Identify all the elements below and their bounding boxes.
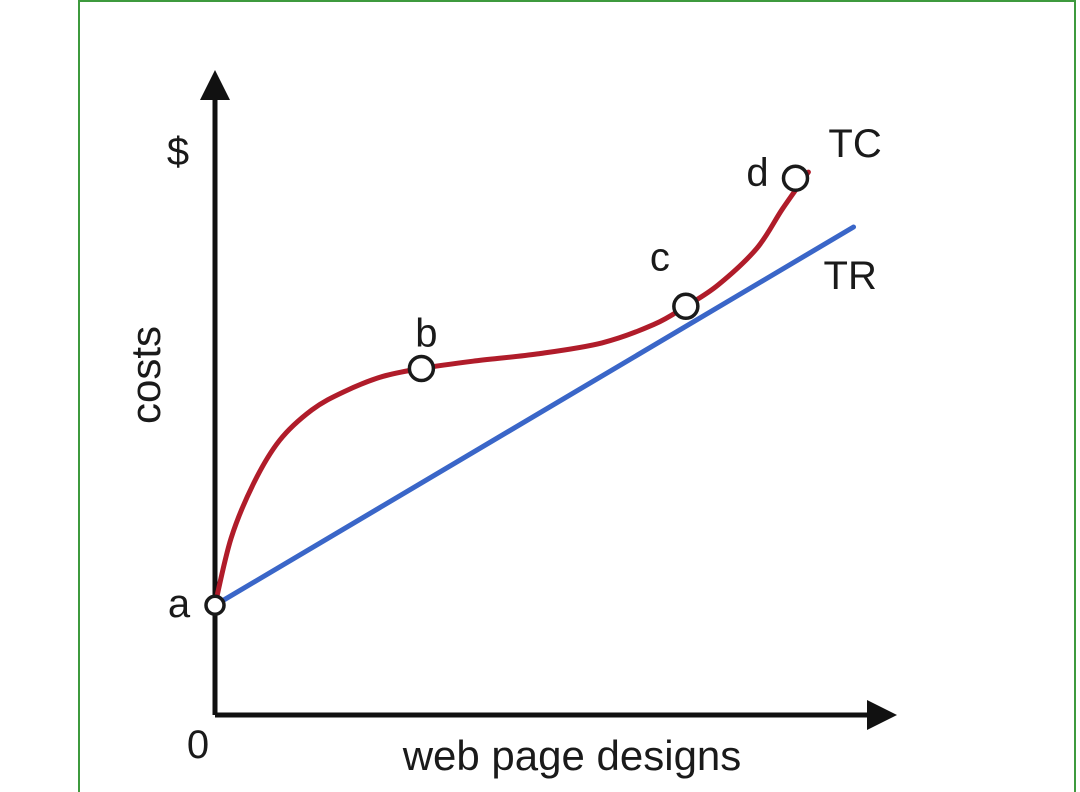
- point-label-d: d: [746, 151, 768, 195]
- point-d: [781, 164, 810, 192]
- points-layer: a b c d: [168, 151, 810, 626]
- figure-frame: [78, 0, 1076, 792]
- series-label-tr: TR: [824, 254, 877, 298]
- series-label-tc: TC: [828, 122, 881, 166]
- point-label-a: a: [168, 582, 191, 626]
- point-a: [204, 594, 226, 616]
- point-label-c: c: [650, 235, 670, 279]
- series-line-tr: [212, 224, 857, 608]
- series-layer: TR TC: [212, 122, 882, 608]
- point-b: [407, 354, 436, 383]
- point-c: [672, 292, 700, 321]
- x-axis-label: web page designs: [402, 732, 742, 779]
- y-axis-arrowhead: [200, 70, 230, 100]
- y-unit-label: $: [167, 130, 189, 174]
- series-line-tc: [212, 169, 811, 608]
- x-axis-arrowhead: [867, 700, 897, 730]
- point-label-b: b: [415, 312, 437, 356]
- origin-label: 0: [187, 723, 209, 767]
- y-axis-label: costs: [122, 326, 169, 424]
